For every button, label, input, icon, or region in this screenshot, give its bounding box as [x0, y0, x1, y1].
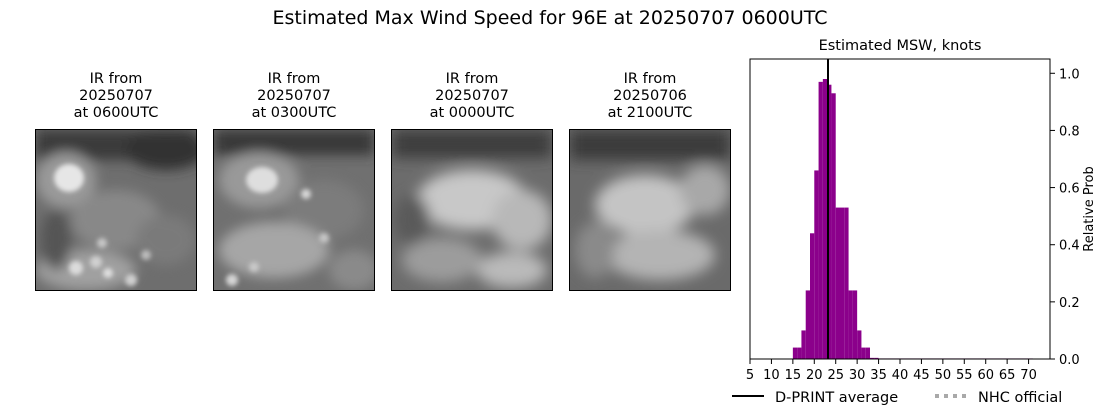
y-tick-label: 0.4 — [1059, 239, 1080, 254]
legend-nhc-label: NHC official — [978, 390, 1062, 406]
histogram-bar — [844, 207, 849, 359]
histogram-bar — [814, 170, 819, 359]
histogram-bar — [827, 84, 832, 359]
ir-panel: IR from 20250707 at 0600UTC — [35, 0, 197, 300]
x-tick-label: 30 — [849, 368, 866, 383]
ir-caption-line1: IR from — [445, 71, 499, 87]
histogram-bar — [805, 290, 810, 359]
histogram-bar — [848, 290, 853, 359]
y-tick-label: 0.2 — [1059, 296, 1080, 311]
x-tick-label: 45 — [913, 368, 930, 383]
histogram-bar — [822, 79, 828, 359]
ir-caption-time: at 2100UTC — [607, 105, 693, 121]
ir-satellite-image — [391, 129, 553, 291]
histogram-bar — [818, 81, 823, 359]
x-tick-label: 25 — [827, 368, 844, 383]
histogram-bar — [792, 347, 798, 359]
ir-satellite-image — [213, 129, 375, 291]
suptitle: Estimated Max Wind Speed for 96E at 2025… — [272, 7, 828, 29]
x-tick-label: 50 — [935, 368, 952, 383]
y-tick-label: 0.0 — [1059, 353, 1080, 368]
ir-caption: IR from 20250707 at 0600UTC — [35, 71, 197, 122]
x-tick-label: 10 — [763, 368, 780, 383]
ir-caption-line1: IR from — [267, 71, 321, 87]
x-tick-label: 70 — [1020, 368, 1037, 383]
histogram-bar — [852, 290, 858, 359]
ir-caption-date: 20250707 — [79, 88, 153, 104]
ir-caption: IR from 20250707 at 0300UTC — [213, 71, 375, 122]
histogram-bar — [840, 207, 845, 359]
ir-caption-date: 20250706 — [613, 88, 687, 104]
x-tick-label: 40 — [892, 368, 909, 383]
x-tick-label: 15 — [785, 368, 802, 383]
y-axis-label: Relative Prob — [1082, 166, 1097, 251]
histogram-bar — [797, 347, 802, 359]
ir-caption-time: at 0000UTC — [429, 105, 515, 121]
ir-caption-date: 20250707 — [435, 88, 509, 104]
x-tick-label: 35 — [870, 368, 887, 383]
legend-dprint-label: D-PRINT average — [775, 390, 898, 406]
y-tick-label: 0.6 — [1059, 182, 1080, 197]
ir-panel: IR from 20250706 at 2100UTC — [569, 0, 731, 300]
x-tick-label: 60 — [977, 368, 994, 383]
ir-caption: IR from 20250707 at 0000UTC — [391, 71, 553, 122]
legend: D-PRINT average NHC official — [732, 390, 1062, 406]
ir-panel: IR from 20250707 at 0000UTC — [391, 0, 553, 300]
ir-satellite-image — [569, 129, 731, 291]
histogram-bar — [857, 330, 862, 359]
ir-panel: IR from 20250707 at 0300UTC — [213, 0, 375, 300]
plot-frame — [749, 58, 1051, 360]
histogram-bar — [810, 233, 815, 359]
ir-caption-date: 20250707 — [257, 88, 331, 104]
histogram-bar — [874, 357, 879, 359]
ir-caption-time: at 0300UTC — [251, 105, 337, 121]
x-tick-label: 55 — [956, 368, 973, 383]
ir-caption: IR from 20250706 at 2100UTC — [569, 71, 731, 122]
histogram-bar — [861, 347, 866, 359]
histogram-bar — [831, 93, 836, 360]
ir-caption-line1: IR from — [89, 71, 143, 87]
ir-caption-line1: IR from — [623, 71, 677, 87]
histogram-bar — [835, 207, 840, 359]
y-tick-label: 1.0 — [1059, 67, 1080, 82]
x-tick-label: 20 — [806, 368, 823, 383]
histogram-bar — [865, 347, 870, 359]
histogram-bar — [870, 357, 875, 359]
chart-title: Estimated MSW, knots — [819, 38, 982, 54]
ir-satellite-image — [35, 129, 197, 291]
x-tick-label: 65 — [999, 368, 1016, 383]
histogram-bar — [801, 330, 806, 359]
x-tick-label: 5 — [746, 368, 754, 383]
ir-caption-time: at 0600UTC — [73, 105, 159, 121]
y-tick-label: 0.8 — [1059, 124, 1080, 139]
